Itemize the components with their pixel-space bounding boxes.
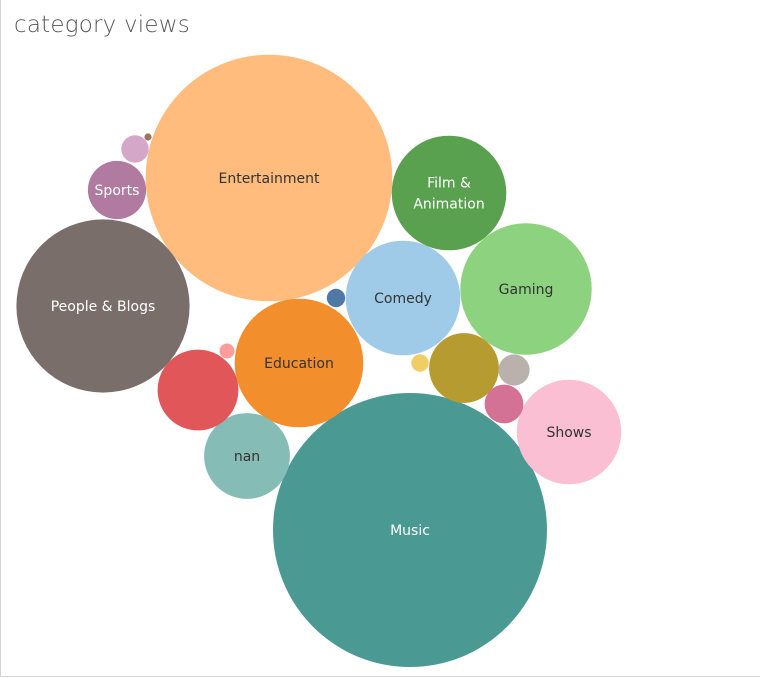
bubble-music[interactable] (273, 393, 547, 667)
bubble-comedy[interactable] (345, 240, 461, 356)
bubble-unlabeled-15[interactable] (326, 288, 346, 308)
chart-title: category views (14, 12, 190, 38)
bubble-unlabeled-18[interactable] (144, 133, 152, 141)
bubble-label-gaming: Gaming (499, 282, 554, 298)
bubble-shows[interactable] (516, 379, 622, 485)
bubble-label-music: Music (390, 523, 430, 539)
bubble-nan[interactable] (204, 413, 290, 499)
bubble-gaming[interactable] (460, 223, 592, 355)
bubble-label-education: Education (264, 356, 334, 372)
bubble-film-animation[interactable] (391, 135, 507, 251)
bubble-unlabeled-16[interactable] (411, 354, 429, 372)
bubble-label-entertainment: Entertainment (218, 171, 320, 187)
bubble-unlabeled-13[interactable] (498, 354, 530, 386)
bubble-label-comedy: Comedy (374, 291, 432, 307)
bubble-label-film-animation: Film & Animation (413, 176, 484, 213)
bubble-people-blogs[interactable] (16, 219, 190, 393)
bubble-unlabeled-11[interactable] (429, 333, 499, 403)
bubble-unlabeled-9[interactable] (157, 349, 239, 431)
bubble-unlabeled-12[interactable] (484, 384, 524, 424)
bubble-label-nan: nan (234, 449, 260, 465)
bubble-unlabeled-17[interactable] (219, 343, 235, 359)
bubble-entertainment[interactable] (145, 54, 393, 302)
bubble-unlabeled-14[interactable] (121, 135, 149, 163)
bubble-education[interactable] (234, 298, 364, 428)
bubble-sports[interactable] (87, 160, 147, 220)
bubble-label-sports: Sports (95, 183, 140, 199)
bubble-label-people-blogs: People & Blogs (51, 299, 156, 315)
bubble-label-shows: Shows (546, 425, 591, 441)
